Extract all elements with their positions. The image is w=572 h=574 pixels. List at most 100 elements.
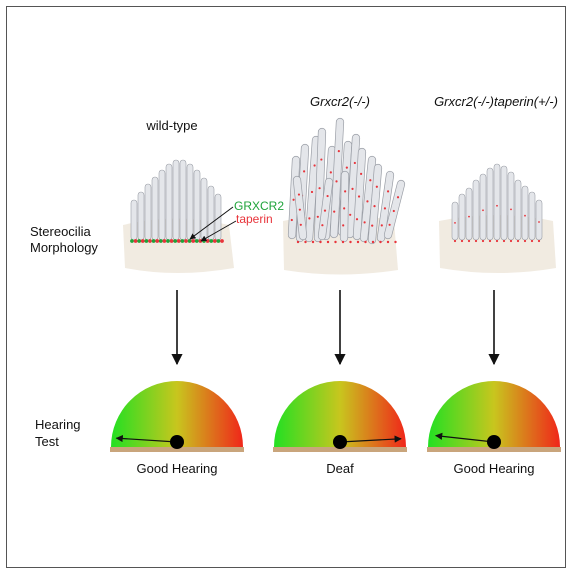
protein-dot — [144, 239, 149, 243]
protein-dot — [162, 239, 167, 243]
protein-dot — [151, 239, 156, 243]
gauge-dial — [428, 381, 560, 447]
hearing-gauges — [110, 381, 561, 452]
taperin-dot — [468, 215, 470, 218]
protein-dot — [184, 239, 188, 243]
taperin-dot — [394, 240, 397, 244]
stereocilium — [172, 159, 180, 241]
taperin-dot — [351, 187, 354, 190]
taperin-dot — [349, 213, 352, 216]
stereocilium — [151, 176, 159, 241]
taperin-dot — [334, 240, 337, 244]
taperin-dot — [481, 239, 485, 243]
stereocilium — [330, 118, 344, 238]
taperin-dot — [392, 209, 395, 213]
protein-dot — [169, 239, 174, 243]
taperin-dot — [523, 239, 527, 243]
taperin-dot — [326, 194, 329, 198]
result-label-grxcr2-knockout: Deaf — [326, 461, 354, 476]
stereocilium — [486, 167, 494, 241]
taperin-dot — [375, 185, 378, 188]
taperin-dot — [460, 239, 464, 243]
stereocilia-bundle-grxcr2-knockout — [287, 117, 406, 245]
taperin-dot — [320, 158, 323, 161]
taperin-dot — [298, 208, 301, 211]
taperin-dot — [516, 239, 520, 243]
stereocilium — [528, 191, 536, 241]
taperin-dot — [363, 221, 366, 224]
result-label-wild-type: Good Hearing — [137, 461, 218, 476]
protein-dot — [130, 239, 134, 243]
row-label-hearing-2: Test — [35, 434, 59, 449]
protein-dot — [176, 239, 181, 243]
legend-taperin-label: taperin — [236, 212, 273, 226]
stereocilia-bundle-wild-type — [130, 159, 224, 243]
stereocilium — [479, 173, 487, 241]
stereocilium — [535, 199, 543, 241]
taperin-dot — [329, 171, 332, 174]
gauge-pivot — [333, 435, 347, 449]
stereocilium — [500, 165, 508, 241]
taperin-dot — [321, 224, 324, 227]
taperin-dot — [342, 224, 345, 227]
taperin-dot — [474, 239, 478, 243]
protein-dot — [216, 239, 221, 243]
taperin-dot — [355, 218, 359, 221]
stereocilium — [288, 156, 300, 239]
taperin-dot — [509, 239, 513, 243]
taperin-dot — [373, 205, 376, 208]
taperin-dot — [537, 239, 541, 243]
taperin-dot — [290, 218, 293, 222]
taperin-dot — [296, 240, 300, 244]
protein-dot — [209, 239, 214, 243]
taperin-dot — [388, 223, 391, 226]
taperin-dot — [343, 207, 346, 210]
legend-grxcr2-label: GRXCR2 — [234, 199, 284, 213]
protein-dot — [166, 239, 170, 243]
gauge-pivot — [170, 435, 184, 449]
taperin-dot — [311, 240, 315, 244]
stereocilium — [465, 187, 473, 241]
stereocilium — [384, 180, 405, 239]
stereocilium — [158, 169, 166, 241]
taperin-dot — [396, 196, 400, 199]
stereocilium — [521, 185, 529, 241]
protein-dot — [173, 239, 178, 243]
stereocilium — [360, 156, 376, 242]
protein-dot — [140, 239, 145, 243]
taperin-dot — [360, 172, 363, 175]
protein-dot — [180, 239, 185, 243]
protein-dot — [155, 239, 160, 243]
taperin-dot — [297, 193, 301, 196]
legend-grxcr2-pointer — [189, 206, 234, 240]
taperin-dot — [496, 204, 498, 207]
taperin-dot — [349, 240, 352, 244]
protein-dot — [187, 239, 192, 243]
stereocilium — [472, 179, 480, 241]
stereocilium — [186, 163, 194, 241]
gauge-needle — [435, 432, 495, 443]
protein-dot — [212, 239, 217, 243]
stereocilium — [368, 164, 382, 244]
stereocilium — [493, 163, 501, 241]
taperin-dot — [310, 190, 314, 194]
stereocilium — [293, 176, 307, 240]
taperin-dot — [383, 207, 387, 210]
stereocilium — [305, 136, 320, 242]
taperin-dot — [386, 190, 390, 193]
gauge-pivot — [487, 435, 501, 449]
stereocilium — [377, 171, 394, 242]
gauge-dial — [274, 381, 406, 447]
stereocilium — [130, 199, 138, 241]
taperin-dot — [345, 166, 348, 169]
stereocilium — [346, 134, 360, 238]
gauge-base — [427, 447, 561, 452]
protein-dot — [158, 239, 163, 243]
stereocilium — [507, 171, 515, 241]
taperin-dot — [379, 240, 382, 244]
taperin-dot — [380, 224, 383, 227]
taperin-dot — [366, 200, 369, 203]
taperin-dot — [318, 187, 321, 190]
taperin-dot — [371, 224, 374, 227]
row-label-morphology-2: Morphology — [30, 240, 98, 255]
